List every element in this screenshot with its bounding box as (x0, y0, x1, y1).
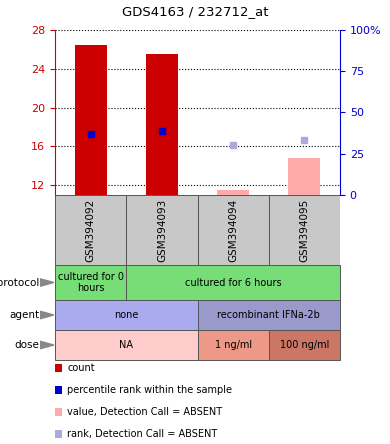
Text: recombinant IFNa-2b: recombinant IFNa-2b (217, 310, 320, 320)
Text: GDS4163 / 232712_at: GDS4163 / 232712_at (122, 5, 268, 18)
Bar (269, 195, 340, 265)
Polygon shape (40, 279, 54, 286)
Text: percentile rank within the sample: percentile rank within the sample (67, 385, 232, 395)
Text: rank, Detection Call = ABSENT: rank, Detection Call = ABSENT (67, 429, 218, 439)
Polygon shape (40, 341, 54, 349)
Polygon shape (40, 311, 54, 319)
Text: cultured for 0
hours: cultured for 0 hours (58, 272, 124, 293)
Bar (146, 54, 178, 195)
Text: GSM394093: GSM394093 (157, 198, 167, 262)
Bar (126, 195, 197, 265)
Text: 100 ng/ml: 100 ng/ml (280, 340, 329, 350)
Bar (74, 44, 106, 195)
Text: count: count (67, 363, 95, 373)
Bar (55, 195, 126, 265)
Text: value, Detection Call = ABSENT: value, Detection Call = ABSENT (67, 407, 223, 417)
Text: NA: NA (119, 340, 133, 350)
Text: cultured for 6 hours: cultured for 6 hours (185, 278, 282, 288)
Bar (197, 195, 269, 265)
Text: GSM394095: GSM394095 (300, 198, 309, 262)
Text: growth protocol: growth protocol (0, 278, 39, 288)
Text: agent: agent (9, 310, 39, 320)
Text: dose: dose (14, 340, 39, 350)
Text: none: none (114, 310, 138, 320)
Text: 1 ng/ml: 1 ng/ml (215, 340, 252, 350)
Text: GSM394092: GSM394092 (86, 198, 96, 262)
Bar (288, 158, 321, 195)
Bar (217, 190, 249, 195)
Text: GSM394094: GSM394094 (228, 198, 238, 262)
